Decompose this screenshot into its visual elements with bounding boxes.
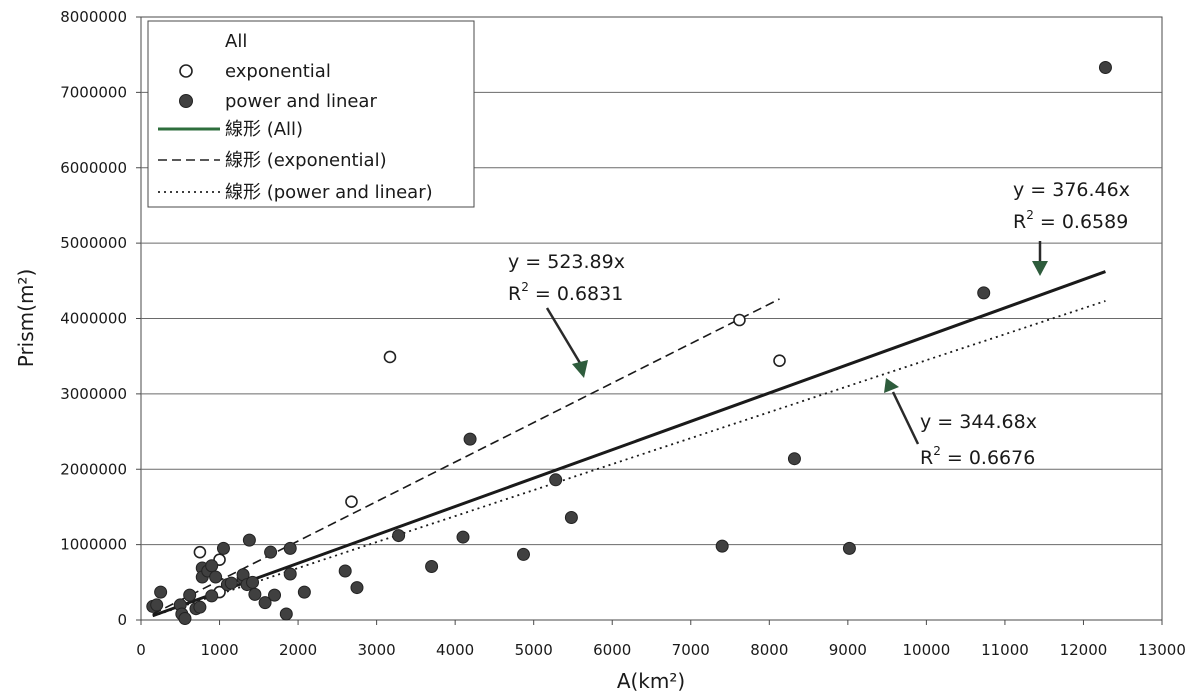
- data-point-power-linear: [154, 585, 168, 599]
- data-point-power-linear: [1098, 61, 1112, 75]
- data-point-power-linear: [205, 559, 219, 573]
- y-tick-label: 6000000: [60, 159, 127, 177]
- open-circle-icon: [179, 64, 193, 78]
- legend: All exponential power and linear 線形 (All…: [147, 20, 475, 208]
- annotation-power-linear-r2: R2 = 0.6676: [920, 444, 1035, 469]
- data-point-power-linear: [258, 596, 272, 610]
- data-point-power-linear: [456, 530, 470, 544]
- y-tick-label: 1000000: [60, 536, 127, 554]
- data-point-power-linear: [279, 607, 293, 621]
- data-point-power-linear: [224, 576, 238, 590]
- x-axis-title: A(km²): [617, 669, 685, 693]
- arrow-head-icon: [572, 360, 588, 378]
- data-point-power-linear: [549, 473, 563, 487]
- data-point-power-linear: [425, 559, 439, 573]
- annotation-power-linear-equation: y = 344.68x: [920, 411, 1037, 433]
- data-point-power-linear: [248, 587, 262, 601]
- data-point-power-linear: [297, 585, 311, 599]
- annotation-exponential-r2: R2 = 0.6831: [508, 280, 623, 305]
- y-axis-title: Prism(m²): [14, 269, 38, 368]
- x-tick-label: 11000: [981, 641, 1029, 659]
- annotation-all-r2: R2 = 0.6589: [1013, 208, 1128, 233]
- x-tick-label: 12000: [1060, 641, 1108, 659]
- grid-lines: [141, 91, 1162, 546]
- data-point-power-linear: [264, 545, 278, 559]
- x-tick-label: 9000: [829, 641, 867, 659]
- data-point-exponential: [383, 350, 397, 364]
- x-tick-label: 1000: [200, 641, 238, 659]
- y-axis-ticks: 0 1000000 2000000 3000000 4000000 5000000 6000…: [60, 8, 141, 629]
- y-tick-label: 0: [117, 611, 127, 629]
- trendline-solid: [152, 270, 1106, 618]
- y-tick-label: 2000000: [60, 460, 127, 478]
- legend-box: [147, 20, 475, 208]
- data-point-power-linear: [283, 541, 297, 555]
- data-point-power-linear: [715, 539, 729, 553]
- legend-item-trend-all: 線形 (All): [225, 119, 303, 140]
- x-tick-label: 8000: [750, 641, 788, 659]
- data-point-power-linear: [183, 588, 197, 602]
- annotation-all: y = 376.46x R2 = 0.6589: [1013, 179, 1130, 276]
- data-point-power-linear: [392, 529, 406, 543]
- x-tick-label: 7000: [672, 641, 710, 659]
- x-tick-label: 10000: [903, 641, 951, 659]
- data-point-power-linear: [178, 611, 192, 625]
- arrow-head-icon: [884, 378, 899, 393]
- data-point-exponential: [193, 545, 207, 559]
- data-point-power-linear: [205, 589, 219, 603]
- filled-circle-icon: [179, 94, 193, 108]
- data-point-exponential: [773, 354, 786, 368]
- x-tick-label: 3000: [358, 641, 396, 659]
- annotation-power-linear: y = 344.68x R2 = 0.6676: [884, 378, 1037, 469]
- arrow-head-icon: [1032, 261, 1048, 276]
- legend-item-power-and-linear: power and linear: [225, 91, 377, 112]
- data-point-power-linear: [268, 588, 282, 602]
- data-point-power-linear: [193, 600, 207, 614]
- data-point-power-linear: [564, 510, 578, 524]
- x-tick-label: 0: [136, 641, 146, 659]
- data-point-exponential: [733, 313, 746, 327]
- data-point-power-linear: [842, 541, 856, 555]
- x-tick-label: 13000: [1138, 641, 1186, 659]
- data-point-power-linear: [209, 570, 223, 584]
- annotation-exponential-arrow: [545, 307, 582, 364]
- x-tick-label: 4000: [436, 641, 474, 659]
- data-point-power-linear: [150, 598, 164, 612]
- data-point-power-linear: [516, 547, 530, 561]
- data-point-power-linear: [216, 541, 230, 555]
- data-point-power-linear: [350, 581, 364, 595]
- y-tick-label: 3000000: [60, 385, 127, 403]
- x-axis-ticks: 0 1000 2000 3000 4000 5000 6000 7000 8000 9000 100…: [136, 620, 1186, 659]
- annotation-exponential: y = 523.89x R2 = 0.6831: [508, 251, 625, 378]
- legend-item-trend-exponential: 線形 (exponential): [225, 150, 387, 171]
- trendline-dashed: [152, 298, 780, 615]
- x-tick-label: 2000: [279, 641, 317, 659]
- data-point-power-linear: [242, 533, 256, 547]
- legend-title: All: [225, 31, 247, 52]
- y-tick-label: 5000000: [60, 234, 127, 252]
- data-point-power-linear: [977, 286, 991, 300]
- legend-item-trend-power-linear: 線形 (power and linear): [225, 182, 433, 203]
- trendlines: [152, 270, 1106, 618]
- annotation-all-equation: y = 376.46x: [1013, 179, 1130, 201]
- x-tick-label: 6000: [593, 641, 631, 659]
- data-point-power-linear: [787, 452, 801, 466]
- data-point-exponential: [345, 495, 358, 508]
- annotation-exponential-equation: y = 523.89x: [508, 251, 625, 273]
- legend-item-exponential: exponential: [225, 61, 331, 82]
- data-point-power-linear: [338, 564, 352, 578]
- y-tick-label: 8000000: [60, 8, 127, 26]
- y-tick-label: 7000000: [60, 83, 127, 101]
- x-tick-label: 5000: [515, 641, 553, 659]
- data-points: [146, 61, 1112, 625]
- data-point-power-linear: [283, 567, 297, 581]
- y-tick-label: 4000000: [60, 310, 127, 328]
- data-point-power-linear: [246, 575, 260, 589]
- annotation-power-linear-arrow: [891, 391, 920, 445]
- data-point-power-linear: [463, 432, 477, 446]
